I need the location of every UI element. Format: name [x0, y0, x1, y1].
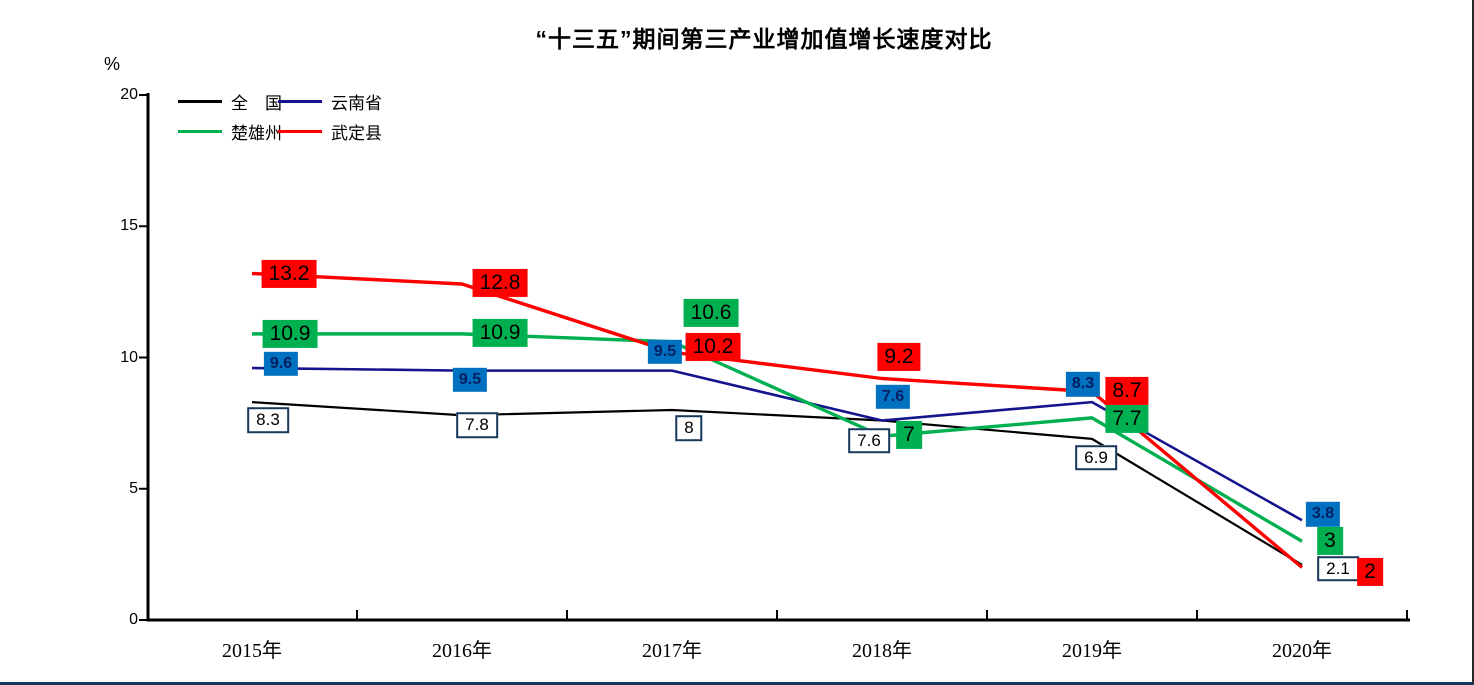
legend-item-yunnan: 云南省: [278, 88, 382, 114]
data-label-chuxiong: 10.9: [472, 318, 528, 347]
y-axis-label: 0: [129, 611, 138, 628]
data-label-yunnan: 9.5: [647, 339, 683, 364]
legend-label-chuxiong: 楚雄州: [231, 123, 282, 143]
legend-item-national: 全 国: [178, 88, 282, 114]
series-line-national: [251, 401, 1303, 566]
data-label-wuding: 10.2: [685, 333, 741, 362]
data-label-wuding: 12.8: [472, 268, 528, 298]
legend-swatch-yunnan: [278, 99, 322, 103]
legend-swatch-chuxiong: [178, 129, 222, 133]
data-label-national: 7.6: [848, 427, 890, 454]
legend-label-yunnan: 云南省: [331, 93, 382, 113]
data-label-national: 8.3: [247, 407, 289, 433]
data-label-yunnan: 8.3: [1065, 371, 1101, 397]
data-label-national: 6.9: [1075, 445, 1117, 471]
y-axis-label: 15: [120, 217, 138, 235]
x-axis-label: 2016年: [432, 640, 492, 662]
x-axis-label: 2018年: [852, 640, 912, 662]
legend-item-wuding: 武定县: [278, 118, 382, 144]
y-axis-label: 20: [120, 86, 138, 103]
x-axis-label: 2015年: [222, 640, 282, 662]
y-axis-unit-label: %: [104, 54, 121, 74]
data-label-yunnan: 9.5: [452, 367, 488, 392]
x-axis-label: 2017年: [642, 640, 702, 662]
data-label-national: 7.8: [456, 412, 498, 439]
y-axis-label: 5: [129, 479, 138, 497]
legend-label-national: 全 国: [231, 93, 282, 113]
data-label-chuxiong: 10.6: [683, 298, 739, 327]
legend-swatch-national: [178, 99, 222, 103]
data-label-yunnan: 9.6: [263, 351, 299, 377]
chart-title: “十三五”期间第三产业增加值增长速度对比: [535, 26, 993, 52]
data-label-wuding: 2: [1357, 557, 1383, 586]
data-label-chuxiong: 7.7: [1105, 404, 1149, 433]
legend-label-wuding: 武定县: [331, 123, 382, 143]
data-label-chuxiong: 10.9: [262, 319, 318, 348]
data-label-wuding: 9.2: [877, 342, 921, 371]
data-label-wuding: 13.2: [261, 259, 317, 288]
data-label-yunnan: 3.8: [1305, 502, 1341, 527]
x-axis-label: 2019年: [1062, 640, 1122, 662]
series-line-chuxiong: [252, 332, 1303, 543]
y-axis-label: 10: [120, 348, 138, 366]
data-label-chuxiong: 3: [1317, 527, 1343, 556]
data-label-yunnan: 7.6: [875, 384, 911, 409]
data-label-national: 8: [675, 415, 703, 441]
data-label-national: 2.1: [1317, 556, 1359, 582]
x-axis-label: 2020年: [1272, 640, 1332, 662]
data-label-wuding: 8.7: [1105, 376, 1149, 405]
legend-item-chuxiong: 楚雄州: [178, 118, 282, 144]
legend-swatch-wuding: [278, 129, 322, 133]
data-label-chuxiong: 7: [896, 421, 922, 450]
